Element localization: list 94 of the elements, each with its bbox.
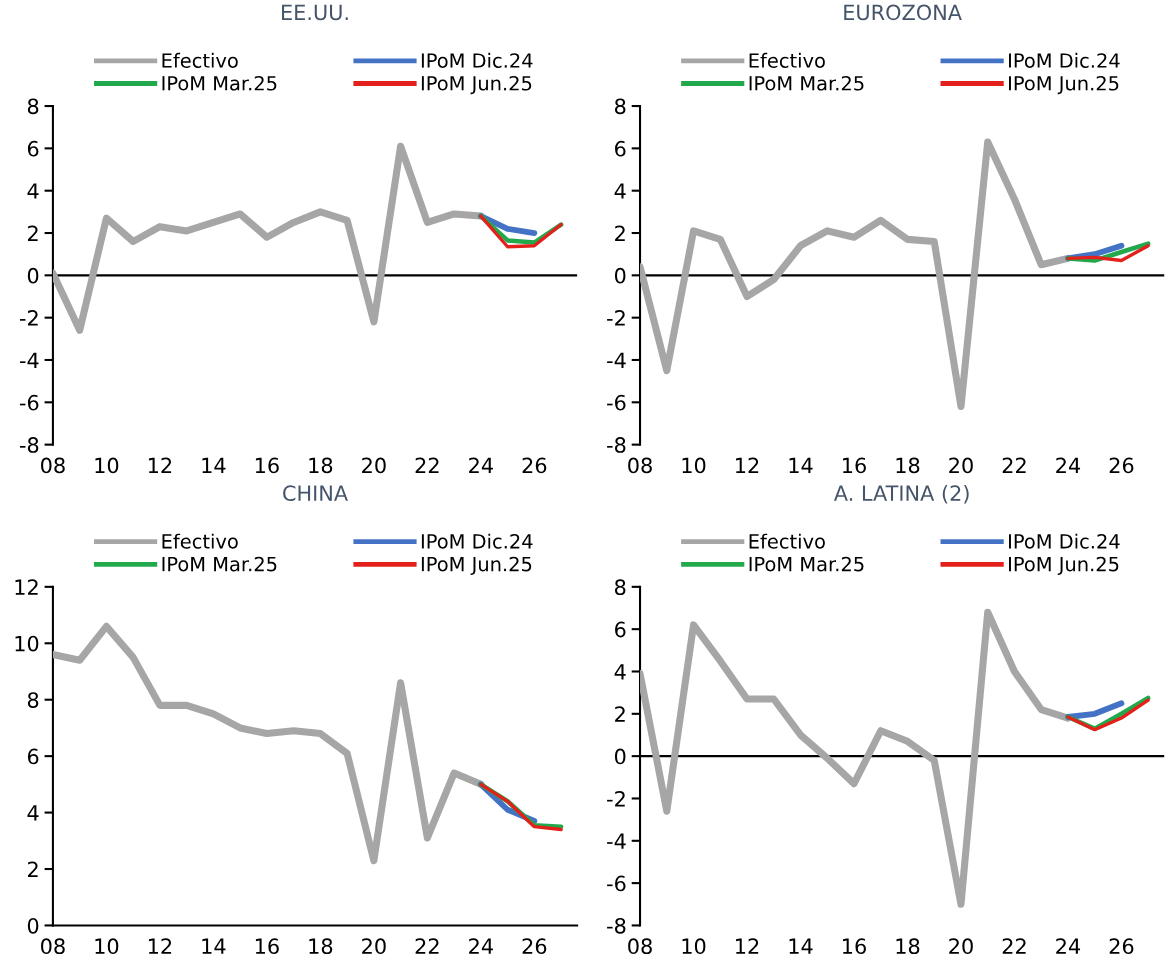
y-tick-label: 2	[28, 861, 38, 877]
y-tick-label: -6	[607, 875, 626, 892]
legend-label: Efectivo	[749, 52, 825, 68]
x-tick-label: 14	[789, 457, 813, 473]
x-tick-label: 12	[148, 938, 172, 954]
x-tick-label: 14	[789, 938, 813, 954]
x-tick-label: 22	[1002, 938, 1026, 954]
y-tick-label: 8	[615, 579, 626, 596]
y-tick-label: -4	[607, 352, 626, 368]
x-tick-label: 18	[896, 457, 920, 474]
y-tick-label: 8	[27, 692, 39, 708]
legend-label: IPoM Dic.24	[421, 52, 533, 68]
legend-label: IPoM Mar.25	[749, 556, 864, 572]
x-tick-label: 16	[255, 457, 279, 474]
x-tick-label: 26	[522, 457, 547, 474]
x-tick-label: 10	[682, 938, 706, 955]
y-tick-label: 2	[28, 225, 38, 241]
y-tick-label: 6	[615, 621, 626, 638]
legend-label: IPoM Jun.25	[1009, 556, 1119, 576]
x-tick-label: 20	[362, 457, 386, 474]
x-tick-label: 08	[41, 457, 65, 474]
legend-label: IPoM Dic.24	[421, 533, 533, 549]
y-tick-label: 6	[615, 140, 626, 157]
legend-label: IPoM Jun.25	[421, 75, 532, 95]
x-tick-label: 20	[362, 938, 386, 955]
x-tick-label: 10	[682, 457, 706, 474]
y-tick-label: -4	[19, 352, 39, 368]
y-tick-label: 0	[614, 748, 626, 765]
legend-label: IPoM Dic.24	[1009, 533, 1120, 549]
y-tick-label: -4	[607, 833, 626, 849]
x-tick-label: 18	[309, 938, 333, 955]
x-tick-label: 18	[896, 938, 920, 955]
y-tick-label: -8	[19, 437, 39, 453]
y-tick-label: 0	[27, 917, 39, 934]
y-tick-label: 10	[15, 635, 39, 652]
x-tick-label: 14	[202, 457, 226, 473]
x-tick-label: 16	[255, 938, 279, 955]
x-tick-label: 24	[1056, 457, 1081, 473]
y-tick-label: 6	[27, 140, 39, 157]
legend-label: Efectivo	[162, 533, 238, 549]
chart-title: A. LATINA (2)	[833, 484, 969, 504]
x-tick-label: 22	[415, 457, 439, 473]
x-tick-label: 10	[95, 457, 119, 474]
y-tick-label: -2	[607, 310, 625, 326]
y-tick-label: -8	[607, 437, 626, 453]
y-tick-label: 2	[615, 706, 625, 722]
y-tick-label: 4	[27, 183, 39, 199]
y-tick-label: -6	[19, 394, 39, 411]
chart-title: EUROZONA	[844, 4, 962, 21]
legend-label: IPoM Jun.25	[1009, 75, 1119, 95]
y-tick-label: -6	[607, 394, 626, 411]
legend-label: IPoM Jun.25	[421, 556, 532, 576]
x-tick-label: 10	[95, 938, 119, 955]
y-tick-label: 0	[614, 267, 626, 284]
legend-label: IPoM Mar.25	[749, 75, 864, 91]
y-tick-label: -8	[607, 917, 626, 934]
x-tick-label: 16	[843, 457, 866, 474]
x-tick-label: 16	[843, 938, 866, 955]
x-tick-label: 08	[41, 938, 65, 955]
y-tick-label: 2	[615, 225, 625, 241]
x-tick-label: 22	[415, 938, 439, 954]
x-tick-label: 26	[1109, 457, 1134, 474]
x-tick-label: 20	[949, 938, 973, 955]
x-tick-label: 12	[148, 457, 172, 473]
legend-label: IPoM Mar.25	[162, 75, 277, 91]
y-tick-label: -2	[607, 790, 625, 807]
x-tick-label: 26	[522, 938, 547, 955]
x-tick-label: 26	[1109, 938, 1134, 955]
chart-title: CHINA	[283, 485, 348, 502]
legend-label: IPoM Mar.25	[162, 556, 277, 572]
x-tick-label: 24	[469, 457, 493, 473]
y-tick-label: 12	[15, 579, 38, 595]
legend-label: Efectivo	[749, 533, 825, 549]
y-tick-label: 4	[614, 183, 626, 199]
x-tick-label: 08	[628, 457, 652, 474]
y-tick-label: 4	[27, 805, 39, 821]
x-tick-label: 22	[1002, 457, 1026, 473]
y-tick-label: 0	[27, 267, 39, 284]
y-tick-label: 4	[614, 664, 626, 680]
y-tick-label: 8	[27, 98, 39, 115]
x-tick-label: 24	[469, 938, 493, 954]
chart-title: EE.UU.	[282, 4, 348, 21]
x-tick-label: 20	[949, 457, 973, 474]
y-tick-label: 6	[27, 748, 39, 765]
x-tick-label: 08	[628, 938, 652, 955]
legend-label: Efectivo	[162, 52, 238, 68]
legend-label: IPoM Dic.24	[1009, 52, 1120, 68]
x-tick-label: 14	[202, 938, 226, 954]
y-tick-label: -2	[19, 310, 38, 326]
y-tick-label: 8	[615, 98, 626, 115]
x-tick-label: 12	[736, 938, 759, 954]
x-tick-label: 24	[1056, 938, 1081, 954]
x-tick-label: 18	[309, 457, 333, 474]
x-tick-label: 12	[736, 457, 759, 473]
